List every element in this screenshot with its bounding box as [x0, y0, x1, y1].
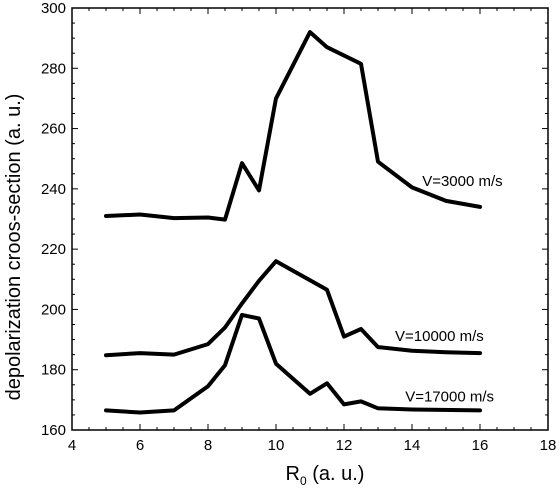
y-tick-label: 300: [41, 0, 66, 17]
y-axis-title: depolarization croos-section (a. u.): [3, 94, 25, 401]
x-axis-title: R0 (a. u.): [286, 463, 365, 488]
x-axis: 4 6 8 10 12 14 16 18: [68, 8, 557, 454]
y-tick-label: 240: [41, 181, 66, 198]
series-line-v-10000-m-s: [104, 259, 482, 358]
y-axis: 160 180 200 220 240 260 280 300: [41, 0, 548, 439]
x-tick-label: 16: [472, 437, 489, 454]
y-tick-label: 160: [41, 422, 66, 439]
y-tick-label: 260: [41, 121, 66, 138]
y-tick-label: 180: [41, 362, 66, 379]
series-annotation: V=10000 m/s: [395, 328, 484, 345]
x-tick-label: 6: [136, 437, 144, 454]
series-annotation: V=17000 m/s: [405, 388, 494, 405]
series-lines: [104, 30, 482, 415]
x-tick-label: 14: [404, 437, 421, 454]
y-tick-label: 220: [41, 241, 66, 258]
x-axis-title-subscript: 0: [300, 474, 307, 488]
x-tick-label: 18: [540, 437, 557, 454]
x-axis-title-units: (a. u.): [307, 463, 365, 485]
series-annotations: V=3000 m/s V=10000 m/s V=17000 m/s: [395, 173, 503, 406]
x-tick-label: 8: [204, 437, 212, 454]
plot-frame: [71, 7, 549, 431]
x-tick-label: 12: [336, 437, 353, 454]
series-line-v-3000-m-s: [104, 30, 482, 222]
series-line-v-17000-m-s: [104, 312, 482, 415]
series-annotation: V=3000 m/s: [422, 173, 502, 190]
y-tick-label: 200: [41, 301, 66, 318]
x-tick-label: 10: [268, 437, 285, 454]
x-axis-title-main: R: [286, 463, 300, 485]
plot-area: [71, 7, 549, 431]
x-tick-label: 4: [68, 437, 76, 454]
y-tick-label: 280: [41, 60, 66, 77]
